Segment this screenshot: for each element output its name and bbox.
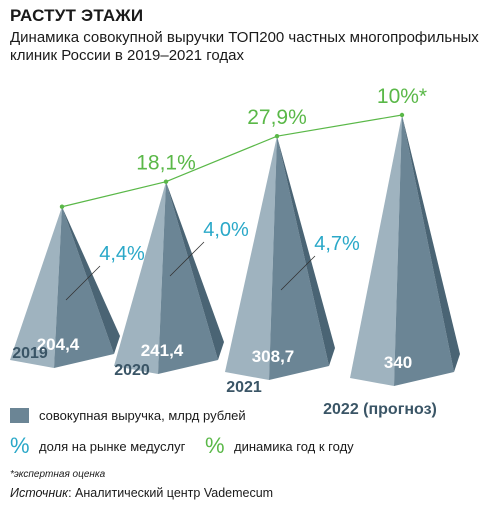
share-leader-line	[65, 265, 101, 301]
pyramid-right-face	[402, 115, 460, 372]
source-label: Источник	[10, 486, 69, 500]
share-leader-line	[169, 241, 205, 277]
pyramid-left-face	[10, 206, 62, 368]
share-value-label: 4,0%	[203, 219, 249, 241]
growth-value-label: 18,1%	[136, 152, 196, 175]
share-leader-line	[280, 255, 316, 291]
year-label: 2019	[12, 345, 48, 362]
legend-revenue: совокупная выручка, млрд рублей	[10, 405, 246, 425]
year-label: 2020	[114, 362, 150, 379]
growth-line	[61, 114, 403, 208]
source-text: : Аналитический центр Vademecum	[68, 486, 274, 500]
growth-point	[163, 179, 169, 184]
legend-swatch-revenue	[10, 407, 29, 423]
legend-revenue-label: совокупная выручка, млрд рублей	[39, 407, 246, 423]
growth-value-label: 27,9%	[247, 106, 307, 129]
pyramid-right-face	[62, 206, 120, 354]
growth-point	[399, 112, 405, 118]
year-label: 2022 (прогноз)	[323, 401, 437, 418]
legend-growth-symbol: %	[205, 433, 225, 458]
pyramid-front-face	[394, 115, 454, 386]
revenue-value-label: 308,7	[252, 347, 295, 366]
share-value-label: 4,7%	[314, 233, 360, 255]
revenue-value-label: 340	[384, 353, 412, 372]
pyramid-right-face	[277, 136, 335, 366]
legend-growth: % динамика год к году	[205, 433, 354, 458]
legend-growth-label: динамика год к году	[234, 438, 354, 454]
pyramid-left-face	[350, 115, 402, 386]
chart-subtitle: Динамика совокупной выручки ТОП200 частн…	[10, 29, 479, 64]
share-value-label: 4,4%	[99, 243, 145, 265]
pyramid-front-face	[269, 136, 329, 380]
growth-value-label: 10%*	[377, 85, 427, 108]
pyramid-left-face	[225, 136, 277, 380]
pyramid-front-face	[54, 206, 114, 368]
legend-share-symbol: %	[10, 433, 30, 458]
revenue-value-label: 204,4	[37, 335, 80, 354]
pyramid-left-face	[114, 181, 166, 374]
source-line: Источник: Аналитический центр Vademecum	[10, 486, 273, 500]
footnote: *экспертная оценка	[10, 469, 106, 480]
legend-share: % доля на рынке медуслуг	[10, 433, 186, 458]
chart-title: РАСТУТ ЭТАЖИ	[10, 6, 144, 25]
growth-point	[274, 133, 280, 139]
pyramid-right-face	[166, 181, 224, 360]
legend-share-label: доля на рынке медуслуг	[39, 438, 186, 454]
pyramid-front-face	[158, 181, 218, 374]
growth-point	[59, 204, 65, 209]
revenue-value-label: 241,4	[141, 341, 184, 360]
year-label: 2021	[226, 379, 262, 396]
